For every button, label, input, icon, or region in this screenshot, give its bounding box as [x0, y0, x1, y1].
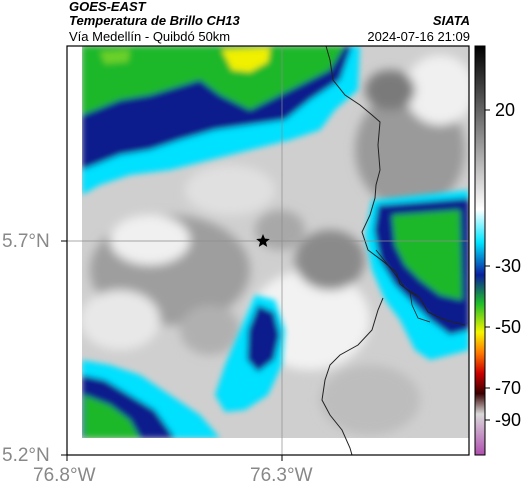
lat-label: 5.2°N	[2, 445, 50, 466]
cloud-field	[67, 46, 469, 455]
colorbar-label: -30	[495, 256, 522, 276]
lat-label: 5.7°N	[2, 231, 50, 252]
product-title: Temperatura de Brillo CH13	[69, 13, 240, 28]
colorbar-label: -70	[495, 378, 522, 398]
colorbar-label: -90	[495, 410, 522, 430]
location-label: Vía Medellín - Quibdó 50km	[69, 29, 231, 44]
datetime-label: 2024-07-16 21:09	[367, 29, 470, 44]
lon-label: 76.8°W	[33, 465, 96, 486]
satellite-title: GOES-EAST	[69, 0, 146, 14]
agency-label: SIATA	[432, 13, 470, 28]
location-marker-star-icon	[256, 234, 270, 247]
colorbar-label: 20	[495, 100, 516, 120]
colorbar-label: -50	[495, 317, 522, 337]
lon-label: 76.3°W	[250, 465, 313, 486]
map-border	[66, 45, 470, 456]
colorbar	[474, 45, 490, 456]
